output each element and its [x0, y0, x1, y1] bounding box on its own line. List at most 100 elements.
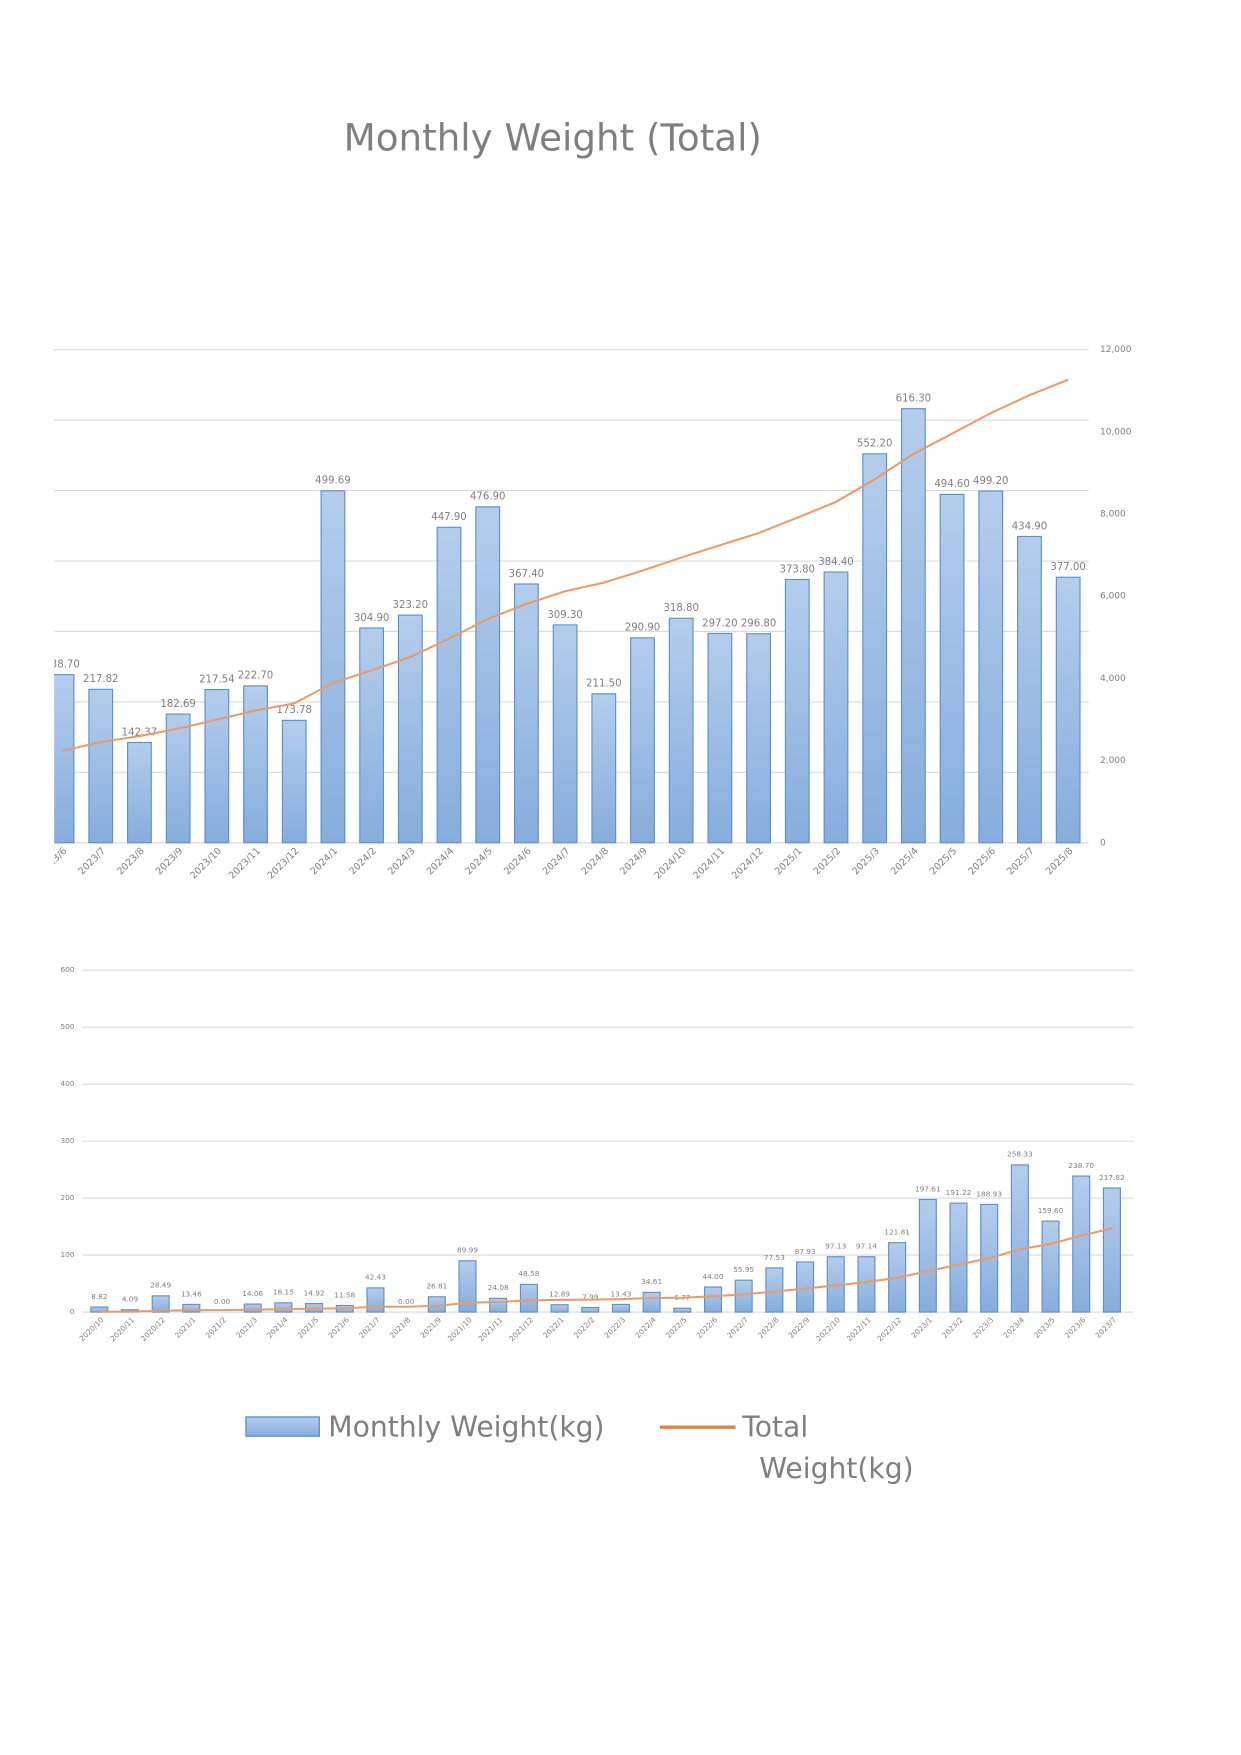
y2-tick-label: 8,000 [1100, 510, 1126, 520]
data-label: 238.70 [44, 659, 79, 670]
x-tick-label: 2022/5 [664, 1315, 689, 1340]
x-tick-label: 2021/12 [507, 1315, 535, 1343]
bar [765, 1267, 784, 1313]
data-label: 13.43 [610, 1289, 631, 1298]
y-tick-label: 400 [28, 557, 45, 567]
bar [857, 1256, 876, 1313]
bar [642, 1291, 661, 1313]
data-label: 48.58 [518, 1269, 539, 1278]
x-tick-label: 2025/7 [1005, 846, 1037, 878]
data-label: 16.15 [273, 1288, 294, 1297]
total-line [99, 1227, 1113, 1313]
y-tick-label: 400 [60, 1079, 74, 1088]
y-tick-label: 600 [28, 416, 45, 426]
data-label: 197.61 [915, 1184, 941, 1193]
x-tick-label: 2024/1 [309, 846, 341, 878]
x-tick-label: 2022/3 [603, 1315, 628, 1340]
data-label: 217.82 [83, 674, 118, 685]
x-tick-label: 2024/4 [425, 846, 457, 878]
bar [630, 637, 655, 844]
bar [281, 719, 307, 844]
data-label: 11.58 [334, 1290, 355, 1299]
bar [243, 685, 268, 844]
bar [127, 741, 152, 844]
data-label: 211.50 [586, 679, 621, 690]
data-label: 173.78 [276, 705, 311, 716]
bar [550, 1304, 569, 1313]
data-label: 323.20 [393, 600, 428, 611]
x-tick-label: 2023/12 [266, 846, 302, 882]
x-tick-label: 2023/7 [1094, 1315, 1119, 1340]
y2-tick-label: 6,000 [1100, 592, 1126, 602]
bar [458, 1260, 477, 1313]
data-label: 384.40 [818, 557, 853, 568]
y-tick-label: 100 [28, 768, 45, 778]
y2-tick-label: 2,000 [1100, 756, 1126, 766]
data-label: 616.30 [896, 394, 931, 405]
bar [978, 490, 1004, 844]
data-label: 4.09 [122, 1295, 139, 1304]
x-tick-label: 2021/6 [326, 1315, 351, 1340]
bar [1017, 535, 1042, 844]
x-tick-label: 2021/10 [446, 1315, 474, 1343]
x-tick-label: 2021/11 [477, 1315, 505, 1343]
bar [734, 1279, 753, 1313]
data-label: 121.81 [884, 1228, 910, 1237]
bar [1010, 1164, 1029, 1313]
data-label: 24.08 [488, 1283, 509, 1292]
y-tick-label: 200 [60, 1193, 74, 1202]
data-label: 434.90 [1012, 521, 1047, 532]
x-tick-label: 2025/2 [812, 846, 844, 878]
x-tick-label: 2023/2 [940, 1315, 965, 1340]
x-tick-label: 2021/8 [388, 1315, 413, 1340]
bar [320, 490, 346, 844]
x-tick-label: 2021/5 [296, 1315, 321, 1340]
x-tick-label: 2020/11 [108, 1315, 136, 1343]
bar [54, 674, 75, 844]
bar [182, 1303, 201, 1313]
x-tick-label: 2020/10 [78, 1315, 106, 1343]
y-tick-label: 600 [60, 965, 74, 974]
bar [949, 1202, 968, 1313]
x-tick-label: 2022/1 [541, 1315, 566, 1340]
y-tick-label: 500 [60, 1022, 74, 1031]
x-tick-label: 2022/4 [633, 1315, 658, 1340]
x-tick-label: 2021/4 [265, 1315, 290, 1340]
x-tick-label: 2025/3 [850, 846, 882, 878]
x-tick-label: 2023/10 [188, 846, 224, 882]
data-label: 296.80 [741, 619, 776, 630]
bar [475, 506, 501, 844]
bar [746, 633, 771, 844]
data-label: 34.61 [641, 1277, 662, 1286]
chart-top: 0 100 200 300 400 500 600 700 238.70 217.82 142.37… [28, 349, 1089, 882]
data-label: 258.33 [1007, 1150, 1033, 1159]
x-tick-label: 2024/11 [691, 846, 727, 882]
x-tick-label: 2023/1 [909, 1315, 934, 1340]
bar [204, 688, 230, 844]
data-label: 182.69 [160, 699, 195, 710]
data-label: 0.00 [398, 1297, 415, 1306]
x-tick-label: 2023/9 [154, 846, 186, 878]
x-tick-label: 2025/4 [889, 846, 921, 878]
x-tick-label: 2024/3 [386, 846, 418, 878]
data-label: 309.30 [547, 610, 582, 621]
y-tick-label: 300 [60, 1136, 74, 1145]
bar [591, 693, 617, 844]
data-label: 55.95 [733, 1265, 754, 1274]
x-tick-label: 2022/10 [814, 1315, 842, 1343]
bar [1041, 1220, 1060, 1313]
x-tick-label: 2022/6 [695, 1315, 720, 1340]
bar [519, 1283, 538, 1313]
data-label: 222.70 [238, 671, 273, 682]
x-tick-label: 2022/9 [787, 1315, 812, 1340]
x-tick-label: 2023/5 [1032, 1315, 1057, 1340]
bar [707, 632, 733, 844]
legend-label: Monthly Weight(kg) [328, 1410, 604, 1443]
chart-bottom: 0 100 200 300 400 500 600 8.82 4.09 28.49 13.46 0.0… [60, 965, 1134, 1343]
bar [823, 571, 849, 844]
x-tick-label: 2023/6 [1063, 1315, 1088, 1340]
bar [673, 1307, 692, 1313]
x-tick-label: 2021/1 [173, 1315, 198, 1340]
x-tick-label: 2023/4 [1001, 1315, 1026, 1340]
data-label: 28.49 [150, 1281, 171, 1290]
